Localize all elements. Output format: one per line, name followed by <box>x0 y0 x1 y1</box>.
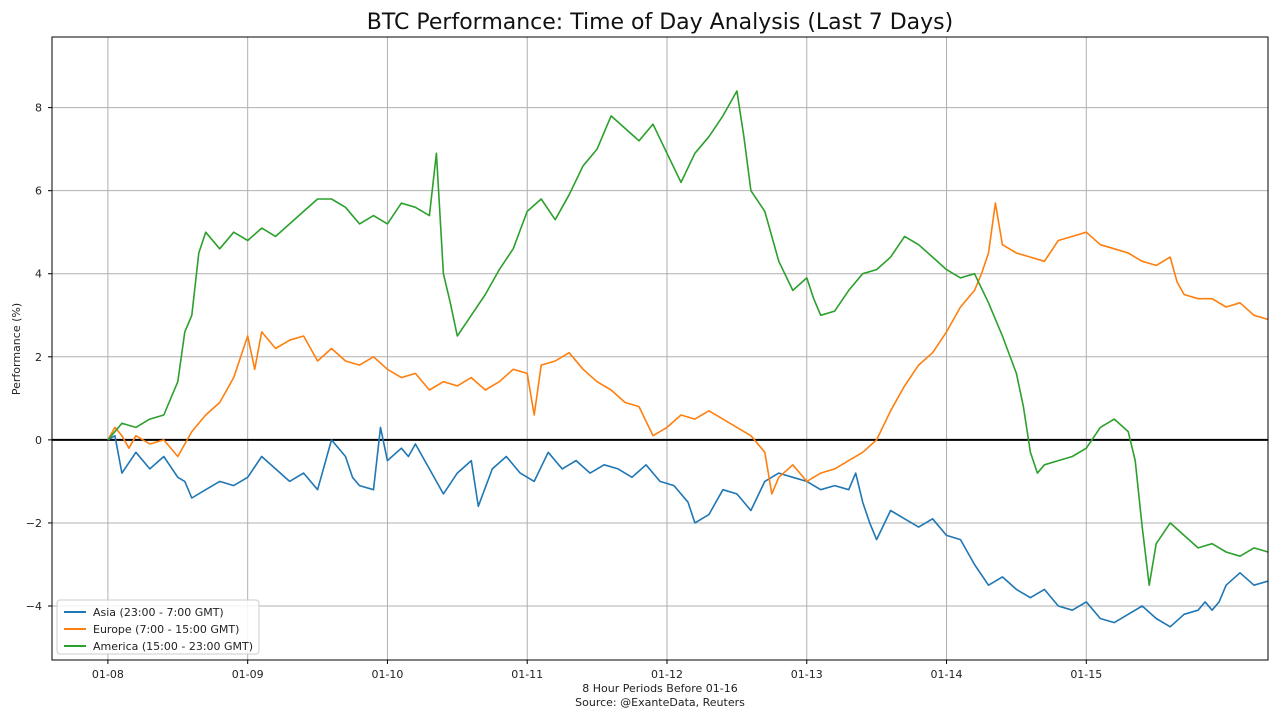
tick-layer: −4 −2 0 2 4 6 8 01-08 01-09 01-10 01-11 01-12 01-13 0… <box>26 102 1103 681</box>
x-tick-label: 01-10 <box>371 668 403 681</box>
y-tick-label: 6 <box>35 185 42 198</box>
legend-label: America (15:00 - 23:00 GMT) <box>93 640 253 653</box>
x-tick-label: 01-08 <box>92 668 124 681</box>
source-label: Source: @ExanteData, Reuters <box>575 696 745 709</box>
legend: Asia (23:00 - 7:00 GMT) Europe (7:00 - 15… <box>56 599 260 655</box>
x-tick-label: 01-14 <box>931 668 963 681</box>
y-tick-label: 0 <box>35 434 42 447</box>
series-line-1 <box>107 202 1269 495</box>
y-tick-label: 2 <box>35 351 42 364</box>
legend-label: Asia (23:00 - 7:00 GMT) <box>93 606 224 619</box>
series-layer <box>107 90 1269 628</box>
plot-frame <box>51 36 1269 661</box>
x-tick-label: 01-15 <box>1070 668 1102 681</box>
y-tick-label: 4 <box>35 268 42 281</box>
series-line-2 <box>107 90 1269 586</box>
x-tick-label: 01-13 <box>791 668 823 681</box>
y-tick-label: 8 <box>35 102 42 115</box>
x-tick-label: 01-09 <box>232 668 264 681</box>
x-tick-label: 01-11 <box>511 668 543 681</box>
series-line-0 <box>107 426 1269 628</box>
grid-layer <box>52 37 1268 660</box>
x-axis-label: 8 Hour Periods Before 01-16 <box>582 682 737 695</box>
legend-box <box>56 599 260 655</box>
legend-items: Asia (23:00 - 7:00 GMT) Europe (7:00 - 15… <box>64 606 253 653</box>
chart-title: BTC Performance: Time of Day Analysis (L… <box>367 10 953 35</box>
x-tick-label: 01-12 <box>651 668 683 681</box>
legend-label: Europe (7:00 - 15:00 GMT) <box>93 623 239 636</box>
y-tick-label: −4 <box>26 600 42 613</box>
y-axis-label: Performance (%) <box>10 303 23 395</box>
y-tick-label: −2 <box>26 517 42 530</box>
